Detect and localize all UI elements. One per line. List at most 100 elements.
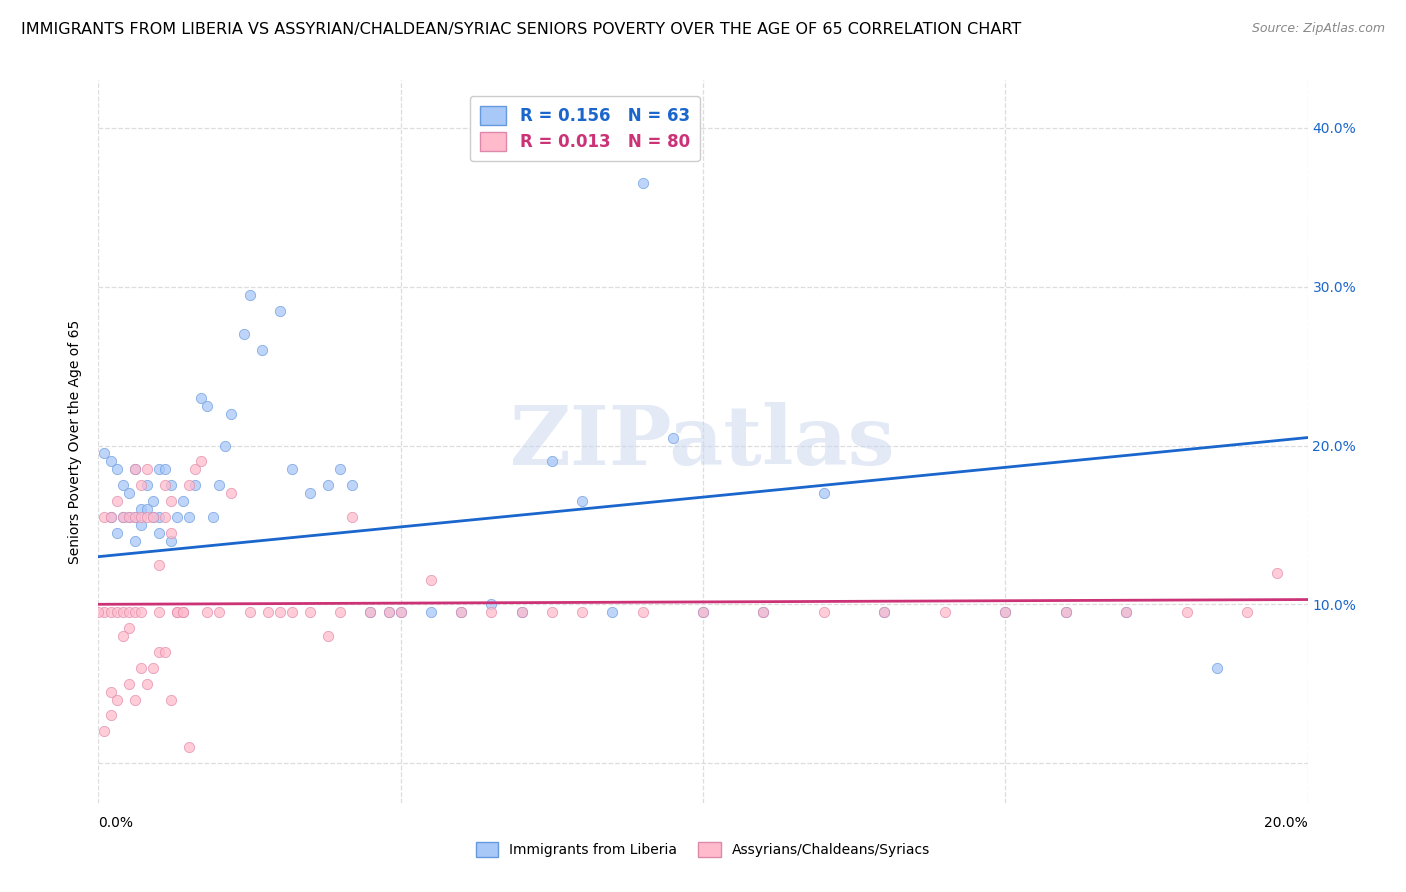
Point	[124, 462, 146, 476]
Point	[510, 605, 533, 619]
Point	[148, 558, 170, 572]
Point	[124, 533, 146, 548]
Point	[299, 486, 322, 500]
Point	[239, 605, 262, 619]
Point	[172, 605, 194, 619]
Point	[93, 724, 115, 739]
Point	[329, 462, 352, 476]
Point	[93, 605, 115, 619]
Point	[93, 446, 115, 460]
Point	[1267, 566, 1289, 580]
Point	[377, 605, 399, 619]
Point	[692, 605, 714, 619]
Point	[540, 605, 562, 619]
Point	[481, 597, 503, 611]
Point	[129, 510, 152, 524]
Point	[873, 605, 896, 619]
Point	[994, 605, 1017, 619]
Y-axis label: Seniors Poverty Over the Age of 65: Seniors Poverty Over the Age of 65	[69, 319, 83, 564]
Point	[389, 605, 412, 619]
Point	[269, 605, 291, 619]
Point	[420, 574, 443, 588]
Point	[124, 510, 146, 524]
Point	[481, 605, 503, 619]
Legend: R = 0.156   N = 63, R = 0.013   N = 80: R = 0.156 N = 63, R = 0.013 N = 80	[470, 95, 700, 161]
Point	[135, 478, 157, 492]
Point	[1206, 661, 1229, 675]
Point	[153, 510, 176, 524]
Point	[873, 605, 896, 619]
Text: 0.0%: 0.0%	[98, 815, 134, 830]
Point	[129, 661, 152, 675]
Point	[111, 629, 134, 643]
Point	[813, 605, 835, 619]
Point	[87, 605, 110, 619]
Point	[135, 462, 157, 476]
Point	[172, 605, 194, 619]
Point	[124, 605, 146, 619]
Point	[148, 510, 170, 524]
Point	[105, 462, 128, 476]
Point	[148, 462, 170, 476]
Point	[510, 605, 533, 619]
Point	[142, 494, 165, 508]
Point	[179, 478, 201, 492]
Point	[342, 478, 364, 492]
Point	[93, 510, 115, 524]
Point	[160, 478, 183, 492]
Point	[135, 510, 157, 524]
Point	[184, 478, 207, 492]
Point	[208, 605, 231, 619]
Point	[190, 391, 212, 405]
Point	[118, 621, 141, 635]
Point	[360, 605, 382, 619]
Point	[129, 605, 152, 619]
Point	[360, 605, 382, 619]
Text: IMMIGRANTS FROM LIBERIA VS ASSYRIAN/CHALDEAN/SYRIAC SENIORS POVERTY OVER THE AGE: IMMIGRANTS FROM LIBERIA VS ASSYRIAN/CHAL…	[21, 22, 1021, 37]
Point	[135, 676, 157, 690]
Text: 20.0%: 20.0%	[1264, 815, 1308, 830]
Point	[450, 605, 472, 619]
Point	[329, 605, 352, 619]
Point	[148, 605, 170, 619]
Point	[166, 605, 188, 619]
Point	[148, 525, 170, 540]
Point	[118, 676, 141, 690]
Point	[172, 494, 194, 508]
Point	[239, 287, 262, 301]
Point	[195, 605, 218, 619]
Point	[813, 486, 835, 500]
Point	[105, 494, 128, 508]
Point	[389, 605, 412, 619]
Point	[631, 605, 654, 619]
Point	[661, 431, 683, 445]
Point	[100, 708, 122, 723]
Point	[153, 462, 176, 476]
Point	[631, 177, 654, 191]
Point	[184, 462, 207, 476]
Point	[166, 510, 188, 524]
Point	[118, 510, 141, 524]
Point	[153, 645, 176, 659]
Point	[269, 303, 291, 318]
Point	[342, 510, 364, 524]
Point	[118, 510, 141, 524]
Point	[540, 454, 562, 468]
Point	[124, 510, 146, 524]
Point	[160, 494, 183, 508]
Point	[105, 605, 128, 619]
Point	[160, 525, 183, 540]
Point	[281, 462, 304, 476]
Point	[100, 684, 122, 698]
Point	[316, 629, 339, 643]
Point	[299, 605, 322, 619]
Legend: Immigrants from Liberia, Assyrians/Chaldeans/Syriacs: Immigrants from Liberia, Assyrians/Chald…	[471, 837, 935, 863]
Point	[100, 605, 122, 619]
Point	[129, 478, 152, 492]
Point	[571, 494, 593, 508]
Point	[250, 343, 273, 358]
Point	[195, 399, 218, 413]
Point	[100, 510, 122, 524]
Text: Source: ZipAtlas.com: Source: ZipAtlas.com	[1251, 22, 1385, 36]
Point	[124, 462, 146, 476]
